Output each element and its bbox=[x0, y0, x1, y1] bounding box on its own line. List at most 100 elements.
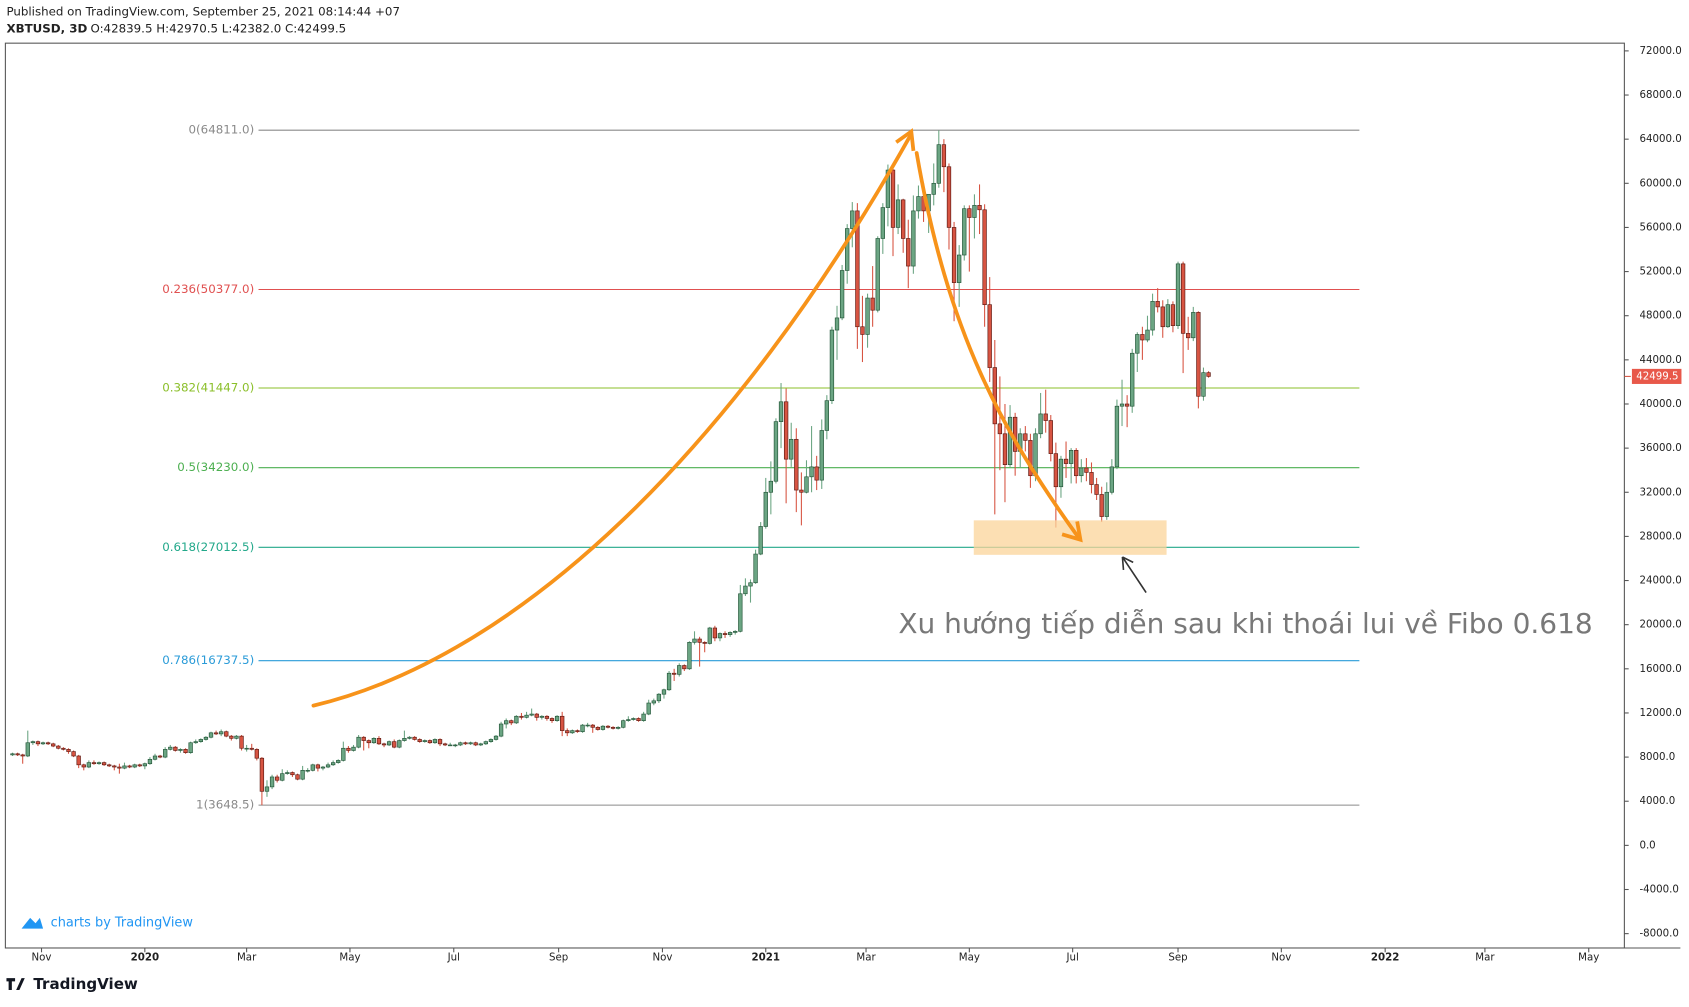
candle-body bbox=[234, 735, 239, 739]
ohlc-readout: O:42839.5 H:42970.5 L:42382.0 C:42499.5 bbox=[90, 22, 346, 36]
candle-body bbox=[895, 199, 901, 228]
annotation: Xu hướng tiếp diễn sau khi thoái lui về … bbox=[898, 607, 1592, 640]
candle-body bbox=[529, 713, 534, 716]
candle-body bbox=[1002, 433, 1008, 466]
x-tick-label: Sep bbox=[1168, 953, 1187, 964]
candle-body bbox=[941, 144, 947, 168]
candle-body bbox=[967, 208, 972, 218]
candle-body bbox=[509, 720, 514, 724]
candle-body bbox=[488, 739, 494, 742]
candle-body bbox=[789, 438, 794, 460]
candle-body bbox=[1196, 312, 1201, 397]
y-tick-label: 68000.0 bbox=[1639, 90, 1681, 101]
candle-body bbox=[1007, 416, 1013, 466]
watermark: charts by TradingView bbox=[51, 916, 194, 931]
candle-body bbox=[778, 401, 784, 422]
candle-body bbox=[845, 228, 850, 271]
y-tick-label: 0.0 bbox=[1639, 840, 1655, 851]
candle-body bbox=[473, 742, 478, 746]
candle-body bbox=[1023, 433, 1028, 441]
candle-body bbox=[122, 765, 127, 769]
candle-body bbox=[76, 755, 81, 766]
candle-body bbox=[163, 749, 168, 758]
candle-body bbox=[371, 738, 377, 744]
candle-body bbox=[733, 630, 738, 633]
candle-body bbox=[1038, 413, 1043, 435]
candle-body bbox=[224, 731, 229, 737]
candle-body bbox=[351, 746, 356, 751]
x-tick-label: Nov bbox=[32, 953, 52, 964]
candle-body bbox=[946, 166, 952, 228]
candle-body bbox=[1058, 458, 1064, 488]
candle-body bbox=[631, 718, 636, 720]
candle-body bbox=[951, 227, 957, 283]
y-tick-label: -8000.0 bbox=[1639, 929, 1678, 940]
candle-body bbox=[1104, 491, 1109, 517]
candle-body bbox=[646, 702, 651, 715]
candle-body bbox=[539, 715, 544, 718]
candle-body bbox=[957, 254, 962, 283]
candle-body bbox=[875, 238, 880, 311]
x-tick-label: May bbox=[339, 953, 360, 964]
candle-body bbox=[86, 762, 92, 768]
candle-body bbox=[310, 764, 315, 771]
candle-body bbox=[977, 205, 982, 211]
candle-body bbox=[336, 760, 341, 763]
x-tick-label: Mar bbox=[856, 953, 876, 964]
candle-body bbox=[361, 736, 366, 741]
candle-body bbox=[560, 715, 565, 731]
candle-body bbox=[901, 199, 906, 239]
candle-body bbox=[962, 208, 967, 256]
candle-body bbox=[1160, 306, 1165, 328]
x-tick-label: Sep bbox=[549, 953, 568, 964]
candle-body bbox=[325, 764, 331, 768]
candle-body bbox=[1206, 372, 1211, 377]
candle-body bbox=[992, 367, 997, 425]
x-tick-label: Mar bbox=[1475, 953, 1495, 964]
x-tick-label: Jul bbox=[1065, 953, 1078, 964]
candle-body bbox=[427, 740, 433, 744]
candle-body bbox=[1165, 304, 1170, 328]
candle-body bbox=[987, 304, 992, 368]
candle-body bbox=[412, 736, 417, 740]
y-tick-label: 8000.0 bbox=[1639, 752, 1675, 763]
candle-body bbox=[743, 585, 748, 595]
candle-body bbox=[692, 638, 697, 643]
y-tick-label: 64000.0 bbox=[1639, 134, 1681, 145]
candle-body bbox=[132, 764, 137, 768]
candle-body bbox=[702, 642, 707, 644]
y-tick-label: 32000.0 bbox=[1639, 487, 1681, 498]
candle-body bbox=[707, 627, 712, 644]
candle-body bbox=[972, 205, 977, 218]
y-tick-label: -4000.0 bbox=[1639, 885, 1678, 896]
candle-body bbox=[40, 742, 46, 745]
candle-body bbox=[213, 732, 219, 735]
candle-body bbox=[493, 735, 499, 740]
candle-body bbox=[519, 715, 524, 718]
x-tick-label: 2022 bbox=[1371, 953, 1399, 964]
candle-body bbox=[478, 743, 483, 746]
candle-body bbox=[254, 749, 259, 759]
candle-body bbox=[376, 738, 382, 745]
candle-body bbox=[1094, 484, 1099, 495]
candle-body bbox=[1130, 352, 1135, 407]
candle-body bbox=[320, 766, 326, 769]
candle-body bbox=[1155, 301, 1160, 308]
candle-body bbox=[498, 723, 504, 737]
candle-body bbox=[585, 724, 590, 727]
candle-body bbox=[417, 739, 422, 742]
candle-body bbox=[687, 642, 692, 670]
candle-body bbox=[152, 755, 158, 760]
candle-body bbox=[671, 672, 677, 675]
candle-body bbox=[906, 238, 911, 267]
candle-body bbox=[855, 210, 860, 328]
candle-body bbox=[442, 743, 448, 746]
candle-body bbox=[982, 209, 987, 306]
candle-body bbox=[56, 745, 61, 749]
logo: TradingView bbox=[33, 975, 138, 993]
candle-body bbox=[600, 725, 606, 730]
fib-label: 0.618(27012.5) bbox=[162, 540, 254, 554]
y-tick-label: 28000.0 bbox=[1639, 531, 1681, 542]
candle-body bbox=[402, 738, 407, 741]
candle-body bbox=[839, 270, 845, 319]
